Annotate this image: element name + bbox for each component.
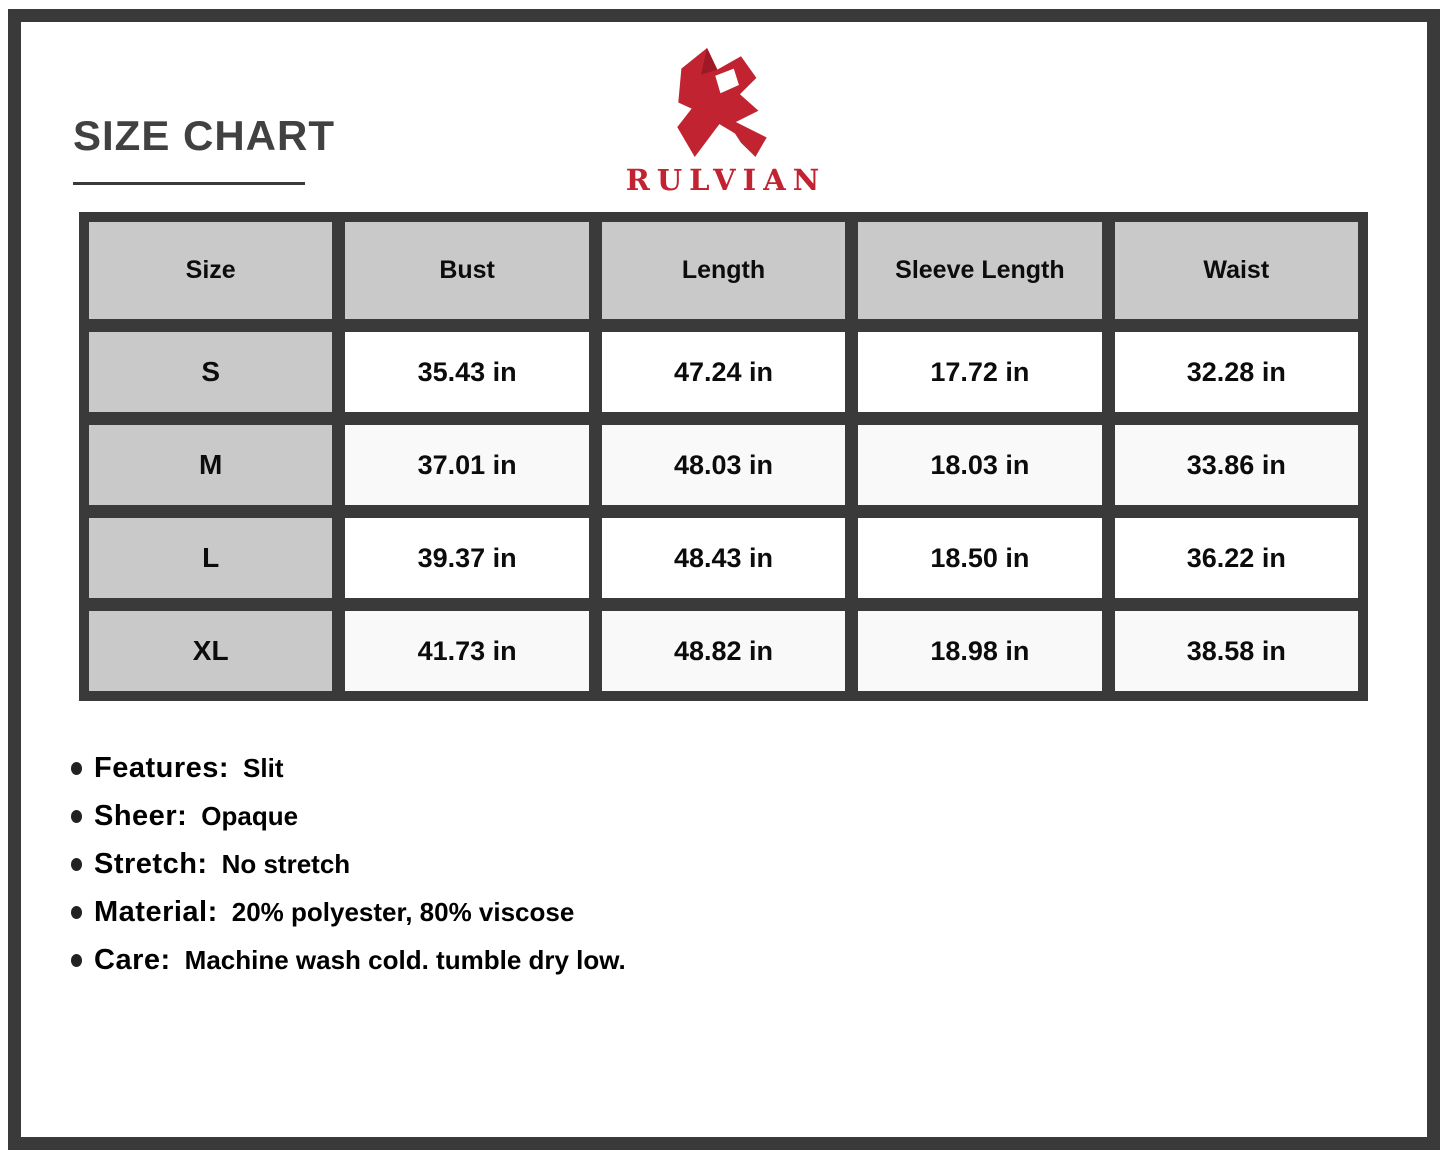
detail-label: Sheer: [94, 799, 188, 832]
detail-label: Stretch: [94, 847, 208, 880]
measurement-cell: 18.98 in [858, 611, 1102, 691]
detail-value: Slit [243, 752, 284, 783]
measurement-cell: 17.72 in [858, 332, 1102, 412]
measurement-cell: 35.43 in [345, 332, 589, 412]
detail-item-features: Features: Slit [71, 744, 626, 792]
measurement-cell: 18.03 in [858, 425, 1102, 505]
detail-value: Opaque [201, 800, 299, 831]
measurement-cell: 47.24 in [601, 332, 846, 412]
measurement-cell: 48.43 in [601, 518, 846, 598]
rulvian-r-logo-icon [676, 48, 767, 157]
bullet-icon [71, 953, 82, 967]
size-cell: XL [89, 611, 333, 691]
size-chart-table: Size Bust Length Sleeve Length Waist S 3… [79, 212, 1368, 701]
detail-item-sheer: Sheer: Opaque [71, 792, 626, 840]
brand-name: RULVIAN [625, 163, 827, 197]
page-title: SIZE CHART [73, 112, 335, 159]
page-border-frame [8, 9, 1440, 1150]
measurement-cell: 36.22 in [1114, 518, 1358, 598]
measurement-cell: 38.58 in [1114, 611, 1358, 691]
bullet-icon [71, 761, 82, 775]
detail-item-material: Material: 20% polyester, 80% viscose [71, 888, 626, 936]
measurement-cell: 48.82 in [601, 611, 846, 691]
bullet-icon [71, 905, 82, 919]
detail-item-care: Care: Machine wash cold. tumble dry low. [71, 936, 626, 984]
detail-value: Machine wash cold. tumble dry low. [184, 944, 626, 975]
column-header-size: Size [89, 222, 333, 319]
measurement-cell: 48.03 in [601, 425, 846, 505]
title-underline [73, 182, 305, 185]
product-details-list: Features: Slit Sheer: Opaque Stretch: No… [71, 744, 626, 984]
detail-value: 20% polyester, 80% viscose [231, 896, 575, 927]
detail-item-stretch: Stretch: No stretch [71, 840, 626, 888]
bullet-icon [71, 857, 82, 871]
bullet-icon [71, 809, 82, 823]
size-cell: S [89, 332, 333, 412]
detail-label: Material: [94, 895, 218, 928]
measurement-cell: 32.28 in [1114, 332, 1358, 412]
column-header-length: Length [601, 222, 846, 319]
detail-label: Features: [94, 751, 230, 784]
detail-value: No stretch [221, 848, 351, 879]
column-header-sleeve-length: Sleeve Length [858, 222, 1102, 319]
detail-label: Care: [94, 943, 171, 976]
brand-logo: RULVIAN [0, 47, 1445, 197]
size-cell: M [89, 425, 333, 505]
column-header-waist: Waist [1114, 222, 1358, 319]
size-cell: L [89, 518, 333, 598]
measurement-cell: 18.50 in [858, 518, 1102, 598]
column-header-bust: Bust [345, 222, 589, 319]
measurement-cell: 39.37 in [345, 518, 589, 598]
measurement-cell: 33.86 in [1114, 425, 1358, 505]
measurement-cell: 41.73 in [345, 611, 589, 691]
measurement-cell: 37.01 in [345, 425, 589, 505]
